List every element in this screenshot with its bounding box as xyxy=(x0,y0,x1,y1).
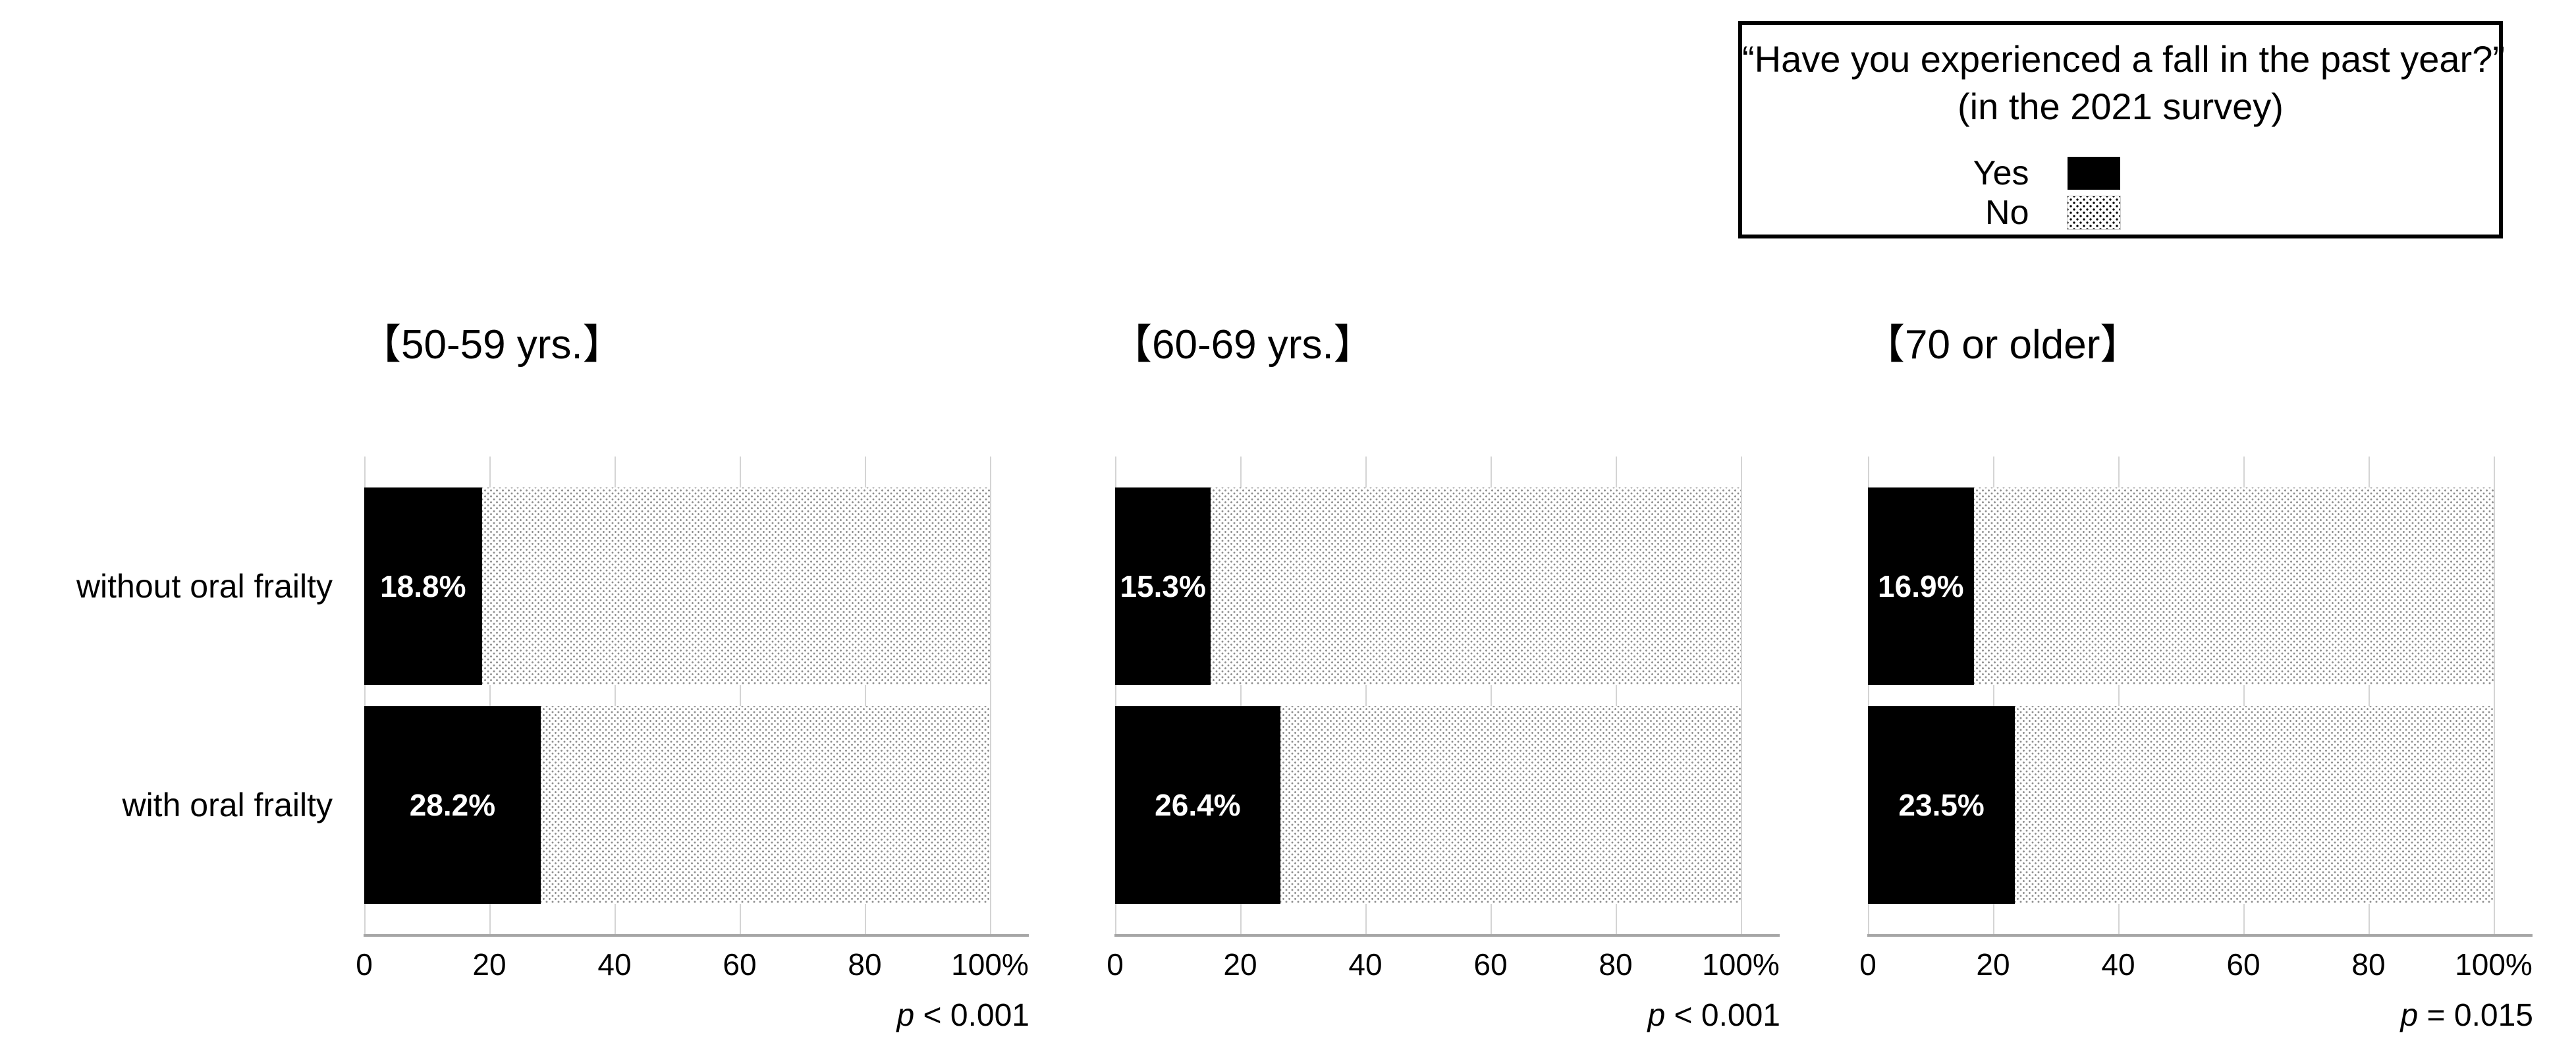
p-symbol: p xyxy=(1647,998,1666,1033)
p-text: = 0.015 xyxy=(2418,998,2534,1033)
tick-20: 20 xyxy=(1223,947,1257,982)
p-symbol: p xyxy=(896,998,915,1033)
bar-yes-segment: 26.4% xyxy=(1115,706,1280,904)
bar-row-with-oral-frailty: 26.4% xyxy=(1115,706,1741,904)
bar-row-without-oral-frailty: 15.3% xyxy=(1115,487,1741,685)
p-symbol: p xyxy=(2400,998,2419,1033)
p-value: p = 0.015 xyxy=(1868,996,2533,1036)
plot-area: 16.9% 23.5% xyxy=(1868,457,2495,934)
x-axis-ticks: 0 20 40 60 80 100% xyxy=(356,946,1029,986)
tick-20: 20 xyxy=(1976,947,2010,982)
tick-0: 0 xyxy=(1859,947,1877,982)
legend-swatch-yes-icon xyxy=(2067,157,2120,190)
tick-60: 60 xyxy=(723,947,757,982)
x-axis-line xyxy=(364,934,1029,937)
chart-title: 【70 or older】 xyxy=(1864,322,2141,368)
tick-0: 0 xyxy=(1107,947,1124,982)
plot-area: 15.3% 26.4% xyxy=(1115,457,1742,934)
bar-no-segment xyxy=(540,706,990,904)
bar-value-label: 26.4% xyxy=(1155,788,1241,822)
legend-row-no: No xyxy=(1950,194,2121,232)
tick-60: 60 xyxy=(1473,947,1508,982)
chart-title: 【50-59 yrs.】 xyxy=(360,322,624,368)
bar-no-segment xyxy=(1973,487,2494,685)
bar-value-label: 28.2% xyxy=(409,788,496,822)
tick-40: 40 xyxy=(597,947,632,982)
tick-40: 40 xyxy=(1348,947,1383,982)
x-axis-ticks: 0 20 40 60 80 100% xyxy=(1107,946,1780,986)
bar-row-with-oral-frailty: 23.5% xyxy=(1868,706,2494,904)
p-text: < 0.001 xyxy=(914,998,1030,1033)
bar-yes-segment: 16.9% xyxy=(1868,487,1974,685)
tick-100: 100% xyxy=(1702,947,1780,982)
legend-box: “Have you experienced a fall in the past… xyxy=(1738,21,2505,238)
tick-80: 80 xyxy=(1599,947,1633,982)
p-value: p < 0.001 xyxy=(1115,996,1780,1036)
tick-40: 40 xyxy=(2101,947,2135,982)
legend-label-yes: Yes xyxy=(1973,154,2029,192)
bar-row-without-oral-frailty: 16.9% xyxy=(1868,487,2494,685)
legend-swatch-no-icon xyxy=(2066,196,2121,230)
legend-row-yes: Yes xyxy=(1950,154,2120,192)
bar-yes-segment: 15.3% xyxy=(1115,487,1211,685)
tick-80: 80 xyxy=(848,947,882,982)
tick-100: 100% xyxy=(2455,947,2533,982)
p-value: p < 0.001 xyxy=(364,996,1029,1036)
legend-items: Yes No xyxy=(1657,154,2413,232)
tick-100: 100% xyxy=(951,947,1029,982)
chart-70-or-older: 【70 or older】 16.9% 23.5% 0 20 40 60 80 … xyxy=(1859,0,2566,1056)
legend-label-no: No xyxy=(1985,194,2029,232)
legend-title: “Have you experienced a fall in the past… xyxy=(1742,38,2505,80)
bar-no-segment xyxy=(481,487,990,685)
bar-value-label: 16.9% xyxy=(1878,569,1964,603)
bar-yes-segment: 23.5% xyxy=(1868,706,2015,904)
bar-value-label: 23.5% xyxy=(1898,788,1985,822)
bar-row-with-oral-frailty: 28.2% xyxy=(364,706,990,904)
tick-60: 60 xyxy=(2226,947,2261,982)
bar-no-segment xyxy=(1211,487,1741,685)
tick-80: 80 xyxy=(2351,947,2386,982)
tick-0: 0 xyxy=(356,947,373,982)
bar-no-segment xyxy=(2015,706,2494,904)
tick-20: 20 xyxy=(472,947,507,982)
bar-yes-segment: 28.2% xyxy=(364,706,541,904)
x-axis-line xyxy=(1867,934,2533,937)
p-text: < 0.001 xyxy=(1665,998,1781,1033)
x-axis-ticks: 0 20 40 60 80 100% xyxy=(1859,946,2533,986)
category-label-without-oral-frailty: without oral frailty xyxy=(76,568,333,605)
bar-yes-segment: 18.8% xyxy=(364,487,482,685)
chart-50-59: 【50-59 yrs.】 18.8% 28.2% 0 20 40 60 80 1… xyxy=(356,0,1062,1056)
plot-area: 18.8% 28.2% xyxy=(364,457,991,934)
bar-row-without-oral-frailty: 18.8% xyxy=(364,487,990,685)
category-label-with-oral-frailty: with oral frailty xyxy=(122,787,333,823)
legend-subtitle: (in the 2021 survey) xyxy=(1958,86,2284,127)
chart-title: 【60-69 yrs.】 xyxy=(1111,322,1375,368)
x-axis-line xyxy=(1114,934,1780,937)
chart-60-69: 【60-69 yrs.】 15.3% 26.4% 0 20 40 60 80 1… xyxy=(1107,0,1813,1056)
bar-value-label: 15.3% xyxy=(1120,569,1206,603)
bar-value-label: 18.8% xyxy=(380,569,466,603)
bar-no-segment xyxy=(1280,706,1741,904)
